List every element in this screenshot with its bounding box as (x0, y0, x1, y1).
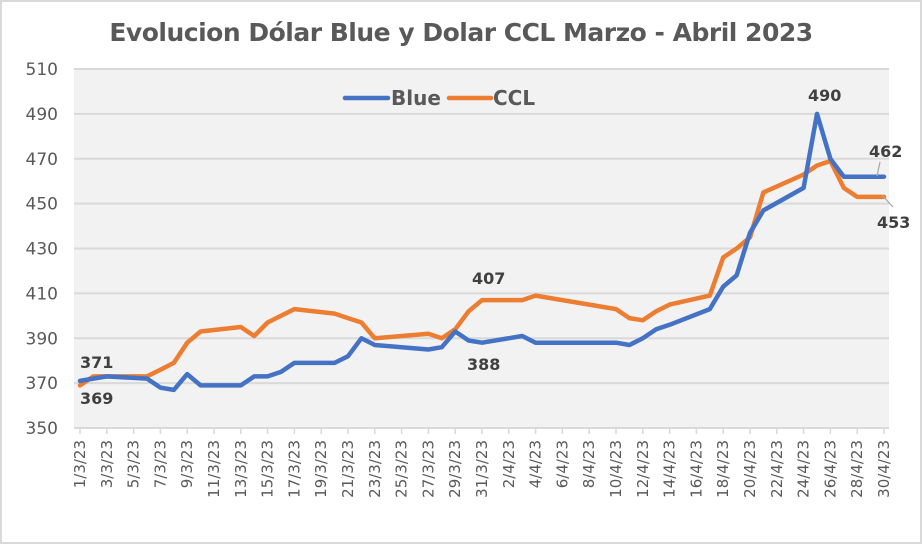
x-tick-label: 15/3/23 (259, 440, 277, 498)
y-axis: 350 370 390 410 430 450 470 490 510 (26, 60, 58, 439)
data-labels: 371 369 407 388 490 462 453 (80, 86, 910, 408)
x-tick-label: 16/4/23 (687, 440, 705, 498)
x-tick-label: 2/4/23 (500, 440, 518, 488)
x-tick-label: 30/4/23 (875, 440, 893, 498)
x-tick-label: 20/4/23 (741, 440, 759, 498)
x-tick-label: 18/4/23 (714, 440, 732, 498)
x-tick-label: 1/3/23 (71, 440, 89, 488)
data-label: 388 (467, 355, 500, 374)
x-tick-label: 6/4/23 (553, 440, 571, 488)
series-lines (77, 111, 887, 393)
x-tick-label: 7/3/23 (151, 440, 169, 488)
legend-ccl-label: CCL (493, 86, 535, 110)
data-label: 371 (80, 353, 113, 372)
x-tick-label: 12/4/23 (634, 440, 652, 498)
y-tick-label: 350 (26, 419, 58, 439)
y-tick-label: 510 (26, 60, 58, 80)
legend: Blue CCL (342, 86, 535, 110)
leader-line (876, 161, 881, 177)
chart-title: Evolucion Dólar Blue y Dolar CCL Marzo -… (109, 18, 813, 47)
data-label: 462 (869, 142, 902, 161)
y-tick-label: 470 (26, 150, 58, 170)
x-tick-label: 27/3/23 (419, 440, 437, 498)
x-tick-label: 17/3/23 (285, 440, 303, 498)
x-tick-label: 31/3/23 (473, 440, 491, 498)
x-tick-label: 24/4/23 (795, 440, 813, 498)
data-label: 407 (472, 269, 505, 288)
y-tick-label: 410 (26, 284, 58, 304)
data-label: 369 (80, 389, 113, 408)
x-tick-label: 4/4/23 (527, 440, 545, 488)
x-tick-label: 29/3/23 (446, 440, 464, 498)
x-tick-label: 28/4/23 (848, 440, 866, 498)
data-label: 490 (808, 86, 841, 105)
x-tick-label: 21/3/23 (339, 440, 357, 498)
y-tick-label: 390 (26, 329, 58, 349)
x-tick-label: 19/3/23 (312, 440, 330, 498)
x-tick-label: 26/4/23 (821, 440, 839, 498)
x-tick-label: 14/4/23 (661, 440, 679, 498)
x-tick-label: 9/3/23 (178, 440, 196, 488)
x-tick-label: 5/3/23 (125, 440, 143, 488)
x-axis: 1/3/23 3/3/23 5/3/23 7/3/23 9/3/23 11/3/23 13/… (71, 428, 893, 498)
x-tick-label: 3/3/23 (98, 440, 116, 488)
x-tick-label: 25/3/23 (393, 440, 411, 498)
x-tick-label: 22/4/23 (768, 440, 786, 498)
series-line-blue (77, 111, 887, 393)
x-tick-label: 23/3/23 (366, 440, 384, 498)
gridlines (74, 68, 889, 429)
y-tick-label: 370 (26, 374, 58, 394)
x-tick-label: 11/3/23 (205, 440, 223, 498)
y-tick-label: 450 (26, 195, 58, 215)
leader-line (881, 194, 894, 208)
y-tick-label: 490 (26, 105, 58, 125)
x-tick-label: 8/4/23 (580, 440, 598, 488)
x-tick-label: 13/3/23 (232, 440, 250, 498)
data-label: 453 (877, 213, 910, 232)
x-tick-label: 10/4/23 (607, 440, 625, 498)
legend-blue-label: Blue (391, 86, 441, 110)
y-tick-label: 430 (26, 240, 58, 260)
